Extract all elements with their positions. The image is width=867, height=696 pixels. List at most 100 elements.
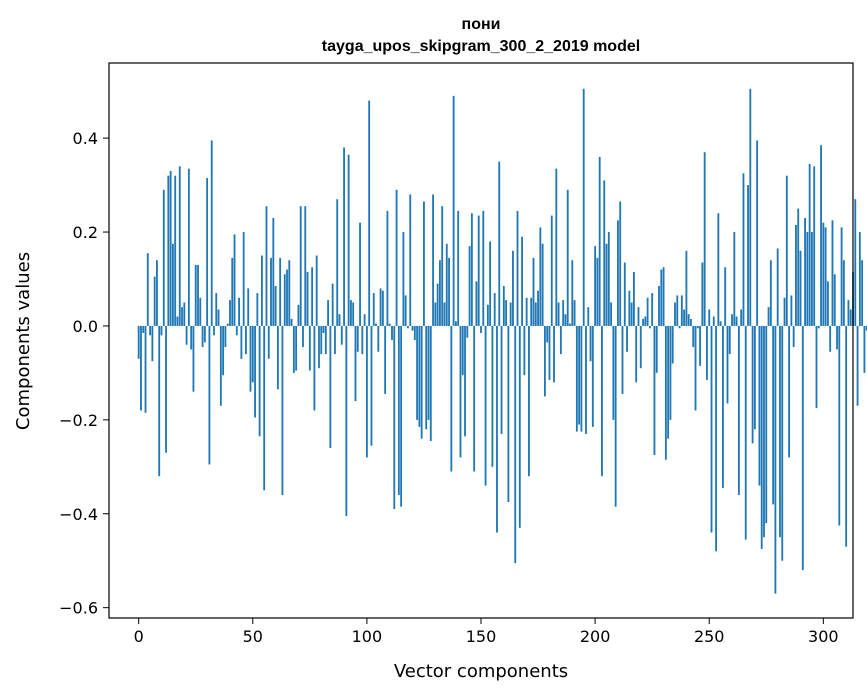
bar-31 <box>208 325 211 465</box>
bar-191 <box>573 300 576 326</box>
bar-269 <box>751 325 754 444</box>
bar-318 <box>863 325 866 373</box>
bar-140 <box>457 210 460 326</box>
bar-69 <box>295 325 298 371</box>
bar-149 <box>477 215 480 326</box>
bar-7 <box>153 276 156 326</box>
bar-172 <box>530 297 533 326</box>
bar-250 <box>708 309 711 326</box>
bar-106 <box>379 288 382 326</box>
bar-77 <box>313 325 316 411</box>
bar-9 <box>158 325 161 477</box>
bar-299 <box>820 145 822 326</box>
bar-261 <box>733 232 736 326</box>
bar-40 <box>229 300 231 326</box>
bar-225 <box>651 293 654 326</box>
bar-24 <box>192 325 195 392</box>
bar-138 <box>452 95 455 326</box>
bar-46 <box>242 232 245 326</box>
bar-37 <box>222 325 225 376</box>
y-axis-ticks: −0.6 −0.4 −0.2 0.0 0.2 0.4 <box>59 129 109 618</box>
bar-38 <box>224 325 227 348</box>
bar-158 <box>498 161 501 326</box>
bar-84 <box>329 325 332 449</box>
bar-96 <box>356 325 359 352</box>
bar-17 <box>176 316 179 326</box>
bar-163 <box>509 302 512 326</box>
bar-23 <box>190 325 193 350</box>
bar-319 <box>865 325 867 331</box>
bar-67 <box>290 318 293 326</box>
bar-298 <box>817 325 820 329</box>
bar-268 <box>749 88 752 326</box>
y-axis-label: Components values <box>13 252 34 430</box>
bar-249 <box>706 325 708 380</box>
bar-287 <box>792 325 795 348</box>
x-tick-label: 0 <box>134 627 144 646</box>
bar-186 <box>562 300 565 326</box>
bar-195 <box>582 88 585 326</box>
bar-258 <box>726 325 729 404</box>
bar-273 <box>760 325 763 549</box>
bar-83 <box>327 300 330 326</box>
bar-series <box>137 88 867 594</box>
bar-15 <box>171 243 174 326</box>
bar-0 <box>137 325 140 359</box>
bar-50 <box>251 325 254 383</box>
bar-209 <box>614 325 617 507</box>
bar-108 <box>384 325 387 395</box>
y-tick-label: −0.6 <box>59 599 98 618</box>
bar-277 <box>769 260 772 326</box>
x-tick-label: 250 <box>694 627 725 646</box>
bar-266 <box>744 325 747 540</box>
bar-109 <box>386 210 389 326</box>
bar-117 <box>404 295 407 326</box>
bar-302 <box>826 281 829 326</box>
bar-248 <box>703 152 706 326</box>
bar-99 <box>363 314 366 326</box>
bar-119 <box>409 194 412 326</box>
bar-85 <box>331 283 334 326</box>
bar-60 <box>274 286 277 326</box>
bar-4 <box>146 253 149 326</box>
bar-29 <box>203 325 206 343</box>
bar-18 <box>178 166 181 326</box>
chart-title: пони <box>462 16 501 33</box>
bar-241 <box>687 314 690 326</box>
bar-305 <box>833 274 836 326</box>
bar-288 <box>795 224 797 326</box>
bar-232 <box>667 325 670 439</box>
bar-188 <box>566 189 569 326</box>
bar-72 <box>302 325 304 348</box>
bar-170 <box>525 297 528 326</box>
bar-115 <box>400 325 403 507</box>
bar-221 <box>642 318 644 326</box>
bar-132 <box>439 260 441 326</box>
bar-51 <box>254 325 256 418</box>
bar-210 <box>617 220 619 326</box>
bar-102 <box>370 325 373 446</box>
bar-100 <box>365 325 368 458</box>
bar-30 <box>206 178 209 326</box>
bar-6 <box>151 325 154 362</box>
bar-118 <box>407 325 409 329</box>
bar-315 <box>856 325 859 406</box>
bar-167 <box>518 325 521 528</box>
bar-314 <box>854 199 857 326</box>
bar-8 <box>156 260 158 326</box>
bar-152 <box>484 325 487 486</box>
bar-153 <box>486 304 489 326</box>
bar-166 <box>516 210 519 326</box>
bar-177 <box>541 243 544 326</box>
bar-92 <box>347 154 350 326</box>
bar-19 <box>181 307 183 326</box>
bar-34 <box>215 293 218 326</box>
bar-47 <box>245 325 247 355</box>
bar-144 <box>466 325 469 338</box>
bar-228 <box>658 286 660 326</box>
bar-309 <box>842 260 845 326</box>
bar-198 <box>589 325 592 362</box>
x-tick-label: 150 <box>466 627 497 646</box>
bar-189 <box>569 323 571 326</box>
bar-112 <box>393 325 396 510</box>
